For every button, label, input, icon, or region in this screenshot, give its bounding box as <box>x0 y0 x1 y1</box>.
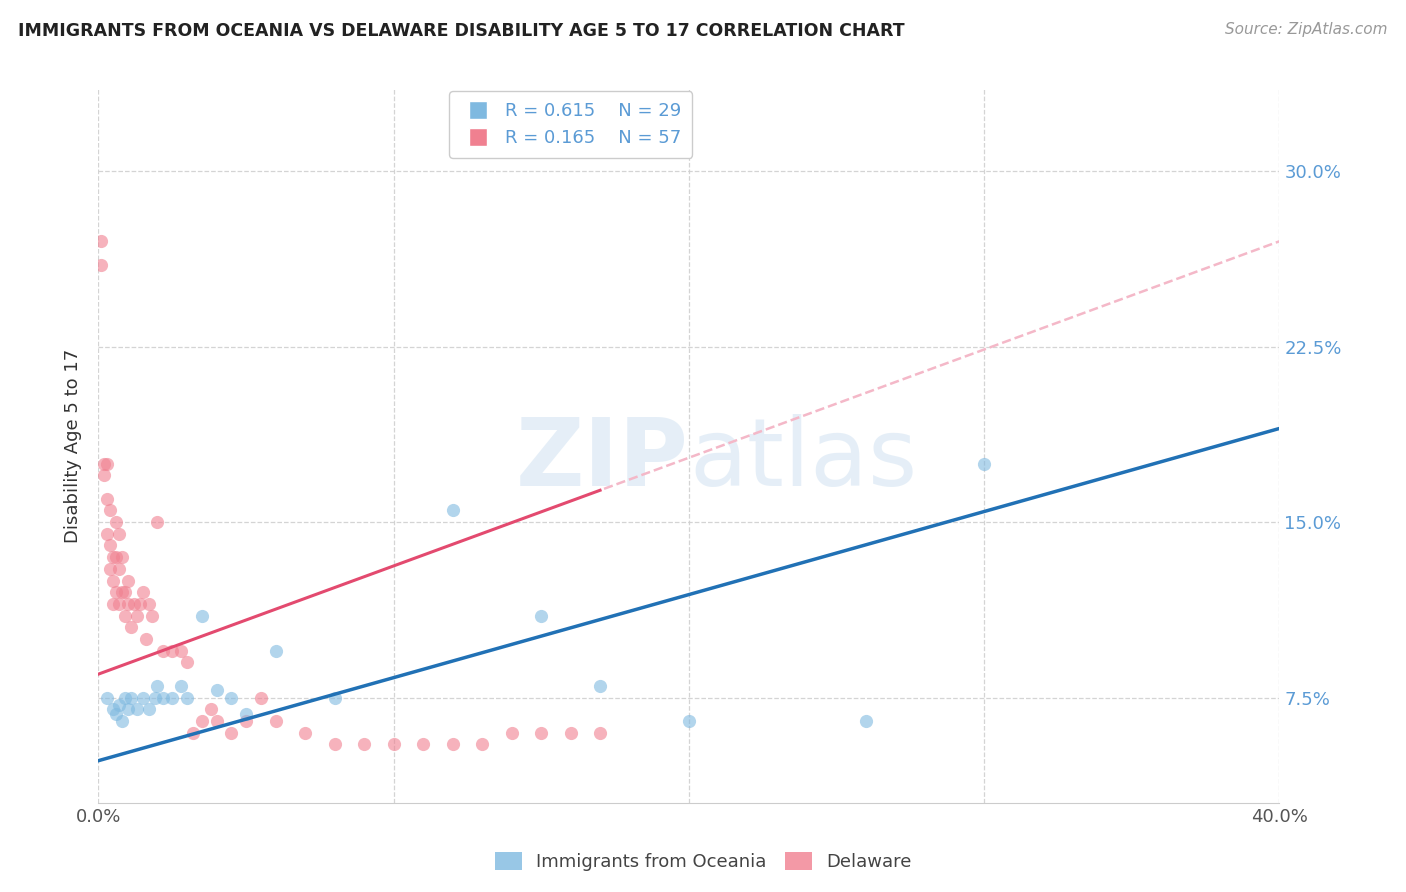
Point <box>105 515 128 529</box>
Point <box>111 550 134 565</box>
Point <box>96 690 118 705</box>
Point <box>93 457 115 471</box>
Point <box>221 690 243 705</box>
Point <box>111 714 134 728</box>
Point <box>138 597 160 611</box>
Point <box>122 597 145 611</box>
Point <box>108 562 131 576</box>
Point <box>530 725 553 739</box>
Point <box>323 737 346 751</box>
Point <box>471 737 494 751</box>
Point <box>98 503 121 517</box>
Point <box>191 608 214 623</box>
Point <box>135 632 157 646</box>
Point <box>221 725 243 739</box>
Point <box>191 714 214 728</box>
Point <box>589 725 612 739</box>
Point <box>412 737 434 751</box>
Point <box>117 574 139 588</box>
Point <box>530 608 553 623</box>
Point <box>114 585 136 599</box>
Point <box>117 702 139 716</box>
Point <box>103 702 125 716</box>
Point <box>152 690 174 705</box>
Point <box>125 702 148 716</box>
Point <box>96 457 118 471</box>
Point <box>105 706 128 721</box>
Point <box>108 526 131 541</box>
Point <box>353 737 375 751</box>
Point <box>146 679 169 693</box>
Point <box>235 714 257 728</box>
Point <box>98 562 121 576</box>
Point <box>250 690 273 705</box>
Point <box>294 725 316 739</box>
Point <box>589 679 612 693</box>
Point <box>501 725 523 739</box>
Y-axis label: Disability Age 5 to 17: Disability Age 5 to 17 <box>65 349 83 543</box>
Point <box>132 690 155 705</box>
Point <box>162 644 183 658</box>
Point <box>235 706 257 721</box>
Legend: R = 0.615    N = 29, R = 0.165    N = 57: R = 0.615 N = 29, R = 0.165 N = 57 <box>450 91 692 158</box>
Point <box>108 698 131 712</box>
Point <box>103 574 125 588</box>
Legend: Immigrants from Oceania, Delaware: Immigrants from Oceania, Delaware <box>488 845 918 879</box>
Point <box>146 515 169 529</box>
Point <box>181 725 204 739</box>
Point <box>855 714 877 728</box>
Point <box>973 457 995 471</box>
Point <box>90 258 112 272</box>
Point <box>114 690 136 705</box>
Point <box>103 597 125 611</box>
Point <box>205 714 228 728</box>
Point <box>176 656 198 670</box>
Point <box>98 538 121 552</box>
Point <box>323 690 346 705</box>
Point <box>93 468 115 483</box>
Point <box>103 550 125 565</box>
Point <box>170 644 193 658</box>
Point <box>170 679 193 693</box>
Point <box>138 702 160 716</box>
Point <box>120 620 142 634</box>
Point <box>441 737 464 751</box>
Point <box>111 585 134 599</box>
Text: IMMIGRANTS FROM OCEANIA VS DELAWARE DISABILITY AGE 5 TO 17 CORRELATION CHART: IMMIGRANTS FROM OCEANIA VS DELAWARE DISA… <box>18 22 905 40</box>
Point <box>105 585 128 599</box>
Point <box>141 608 163 623</box>
Point <box>678 714 700 728</box>
Point <box>114 608 136 623</box>
Point <box>120 690 142 705</box>
Point <box>382 737 405 751</box>
Text: Source: ZipAtlas.com: Source: ZipAtlas.com <box>1225 22 1388 37</box>
Text: atlas: atlas <box>689 414 917 507</box>
Point <box>176 690 198 705</box>
Point <box>132 585 155 599</box>
Text: ZIP: ZIP <box>516 414 689 507</box>
Point <box>200 702 222 716</box>
Point <box>264 714 287 728</box>
Point <box>117 597 139 611</box>
Point <box>96 491 118 506</box>
Point <box>90 234 112 248</box>
Point <box>105 550 128 565</box>
Point <box>125 608 148 623</box>
Point <box>108 597 131 611</box>
Point <box>96 526 118 541</box>
Point <box>128 597 150 611</box>
Point <box>152 644 174 658</box>
Point <box>162 690 183 705</box>
Point <box>205 683 228 698</box>
Point <box>441 503 464 517</box>
Point <box>560 725 582 739</box>
Point <box>143 690 166 705</box>
Point <box>264 644 287 658</box>
